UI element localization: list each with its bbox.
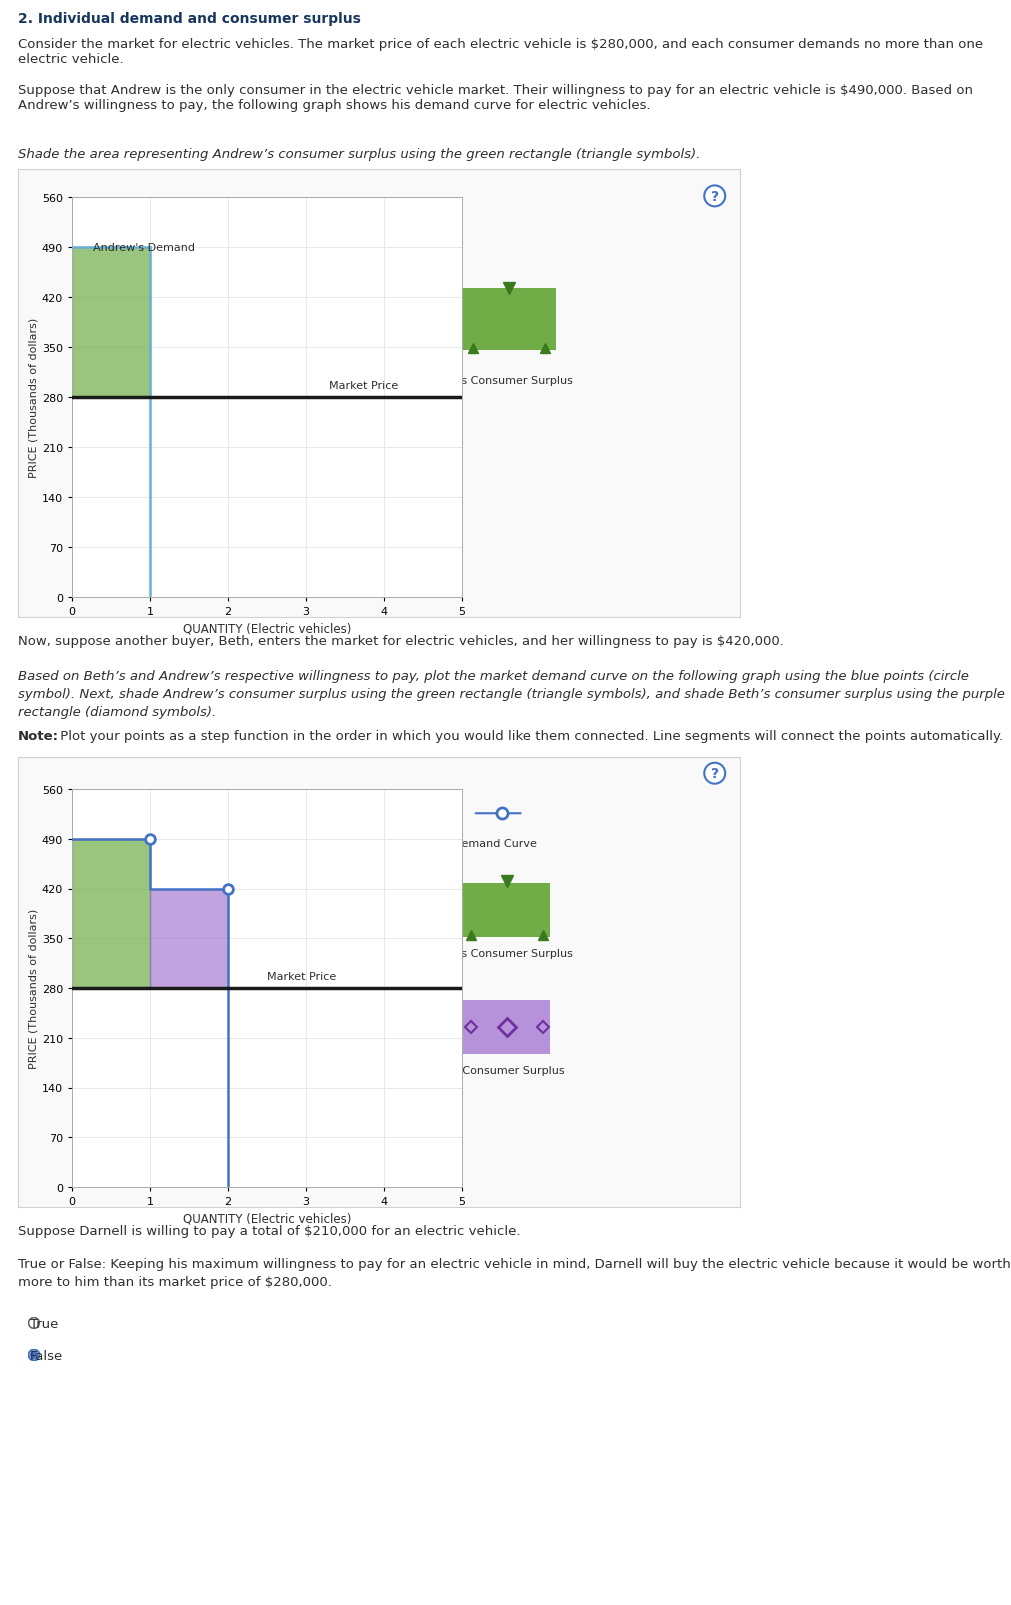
Text: more to him than its market price of $280,000.: more to him than its market price of $28… xyxy=(18,1276,332,1289)
Text: Andrew's Consumer Surplus: Andrew's Consumer Surplus xyxy=(416,949,572,958)
Text: Shade the area representing Andrew’s consumer surplus using the green rectangle : Shade the area representing Andrew’s con… xyxy=(18,148,700,160)
Text: Plot your points as a step function in the order in which you would like them co: Plot your points as a step function in t… xyxy=(56,730,1002,743)
Text: Consider the market for electric vehicles. The market price of each electric veh: Consider the market for electric vehicle… xyxy=(18,39,982,66)
FancyBboxPatch shape xyxy=(462,289,555,351)
Text: False: False xyxy=(30,1350,64,1363)
Text: Suppose Darnell is willing to pay a total of $210,000 for an electric vehicle.: Suppose Darnell is willing to pay a tota… xyxy=(18,1225,520,1237)
Text: Note:: Note: xyxy=(18,730,59,743)
Text: Based on Beth’s and Andrew’s respective willingness to pay, plot the market dema: Based on Beth’s and Andrew’s respective … xyxy=(18,669,968,682)
Text: Andrew's Consumer Surplus: Andrew's Consumer Surplus xyxy=(416,376,572,385)
Text: 2. Individual demand and consumer surplus: 2. Individual demand and consumer surplu… xyxy=(18,11,361,26)
Text: Demand Curve: Demand Curve xyxy=(452,838,536,849)
Text: ?: ? xyxy=(710,189,718,204)
Y-axis label: PRICE (Thousands of dollars): PRICE (Thousands of dollars) xyxy=(29,908,38,1069)
Text: Andrew's Demand: Andrew's Demand xyxy=(93,242,195,254)
Text: ?: ? xyxy=(710,767,718,780)
X-axis label: QUANTITY (Electric vehicles): QUANTITY (Electric vehicles) xyxy=(183,623,351,636)
X-axis label: QUANTITY (Electric vehicles): QUANTITY (Electric vehicles) xyxy=(183,1212,351,1225)
FancyBboxPatch shape xyxy=(463,883,550,937)
Text: Suppose that Andrew is the only consumer in the electric vehicle market. Their w: Suppose that Andrew is the only consumer… xyxy=(18,83,972,112)
FancyBboxPatch shape xyxy=(463,1000,550,1054)
Text: Market Price: Market Price xyxy=(267,971,336,981)
Circle shape xyxy=(30,1351,37,1358)
Y-axis label: PRICE (Thousands of dollars): PRICE (Thousands of dollars) xyxy=(29,318,38,478)
Text: True: True xyxy=(30,1318,59,1331)
Text: Now, suppose another buyer, Beth, enters the market for electric vehicles, and h: Now, suppose another buyer, Beth, enters… xyxy=(18,634,784,647)
Text: Market Price: Market Price xyxy=(329,380,398,390)
Text: True or False: Keeping his maximum willingness to pay for an electric vehicle in: True or False: Keeping his maximum willi… xyxy=(18,1257,1010,1270)
Text: symbol). Next, shade Andrew’s consumer surplus using the green rectangle (triang: symbol). Next, shade Andrew’s consumer s… xyxy=(18,687,1004,700)
Text: Beth's Consumer Surplus: Beth's Consumer Surplus xyxy=(424,1066,564,1075)
Text: rectangle (diamond symbols).: rectangle (diamond symbols). xyxy=(18,706,216,719)
